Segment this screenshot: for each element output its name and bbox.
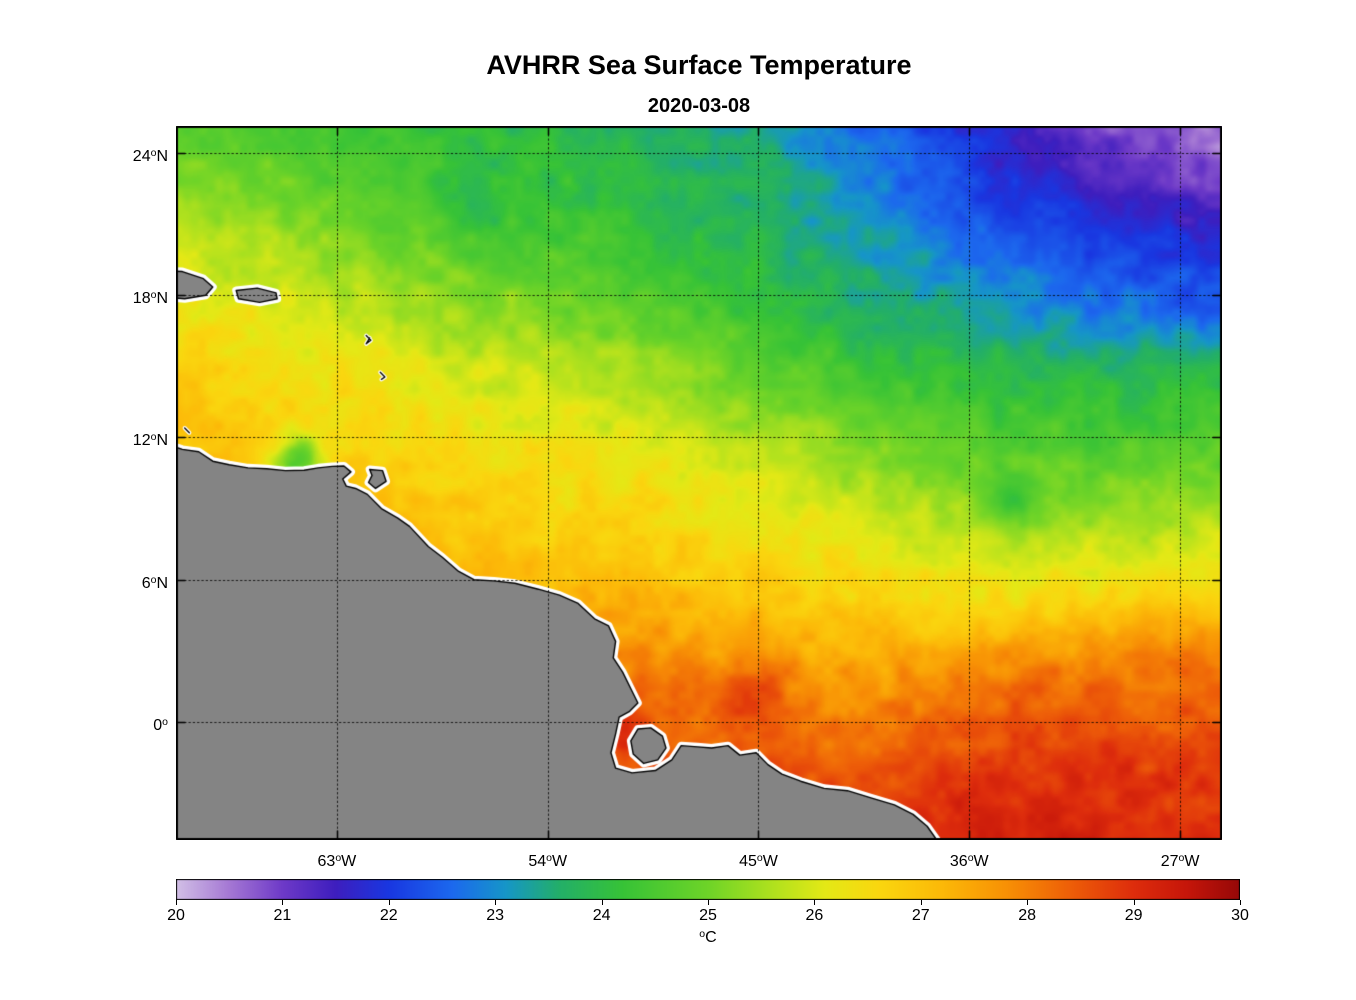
lon-tick-label-54: 54oW <box>528 852 568 870</box>
colorbar-tick <box>1240 900 1241 905</box>
chart-date-subtitle: 2020-03-08 <box>647 95 751 117</box>
colorbar-tick <box>708 900 709 905</box>
colorbar-tick <box>602 900 603 905</box>
colorbar-tick-label-29: 29 <box>1124 907 1143 924</box>
sst-map-canvas <box>176 126 1222 840</box>
colorbar-tick <box>389 900 390 905</box>
colorbar-tick <box>1134 900 1135 905</box>
colorbar-tick <box>1027 900 1028 905</box>
colorbar-tick-label-26: 26 <box>805 907 824 924</box>
chart-title: AVHRR Sea Surface Temperature <box>486 50 912 80</box>
colorbar-tick-label-23: 23 <box>486 907 505 924</box>
colorbar-tick-label-20: 20 <box>167 907 185 924</box>
colorbar-tick <box>495 900 496 905</box>
colorbar-unit-label: oC <box>699 928 717 946</box>
lat-tick-label-12: 12oN <box>132 431 168 450</box>
colorbar-canvas <box>176 879 1240 900</box>
colorbar-tick-label-28: 28 <box>1018 907 1037 924</box>
lat-tick-label-0: 0o <box>153 715 168 734</box>
colorbar-tick-label-21: 21 <box>273 907 292 924</box>
colorbar-tick <box>814 900 815 905</box>
colorbar-tick-label-24: 24 <box>592 907 611 924</box>
lon-tick-label-27: 27oW <box>1160 852 1200 870</box>
lat-tick-label-6: 6oN <box>141 573 168 592</box>
lat-tick-label-18: 18oN <box>132 289 168 308</box>
colorbar-tick-label-25: 25 <box>699 907 717 924</box>
colorbar-tick <box>282 900 283 905</box>
lon-tick-label-36: 36oW <box>949 852 989 870</box>
colorbar-tick-label-30: 30 <box>1231 907 1249 924</box>
lon-tick-label-45: 45oW <box>739 852 778 870</box>
colorbar-tick <box>921 900 922 905</box>
colorbar-tick-label-27: 27 <box>911 907 930 924</box>
lon-tick-label-63: 63oW <box>317 852 357 870</box>
colorbar-tick-label-22: 22 <box>379 907 398 924</box>
colorbar-tick <box>176 900 177 905</box>
lat-tick-label-24: 24oN <box>132 147 168 166</box>
